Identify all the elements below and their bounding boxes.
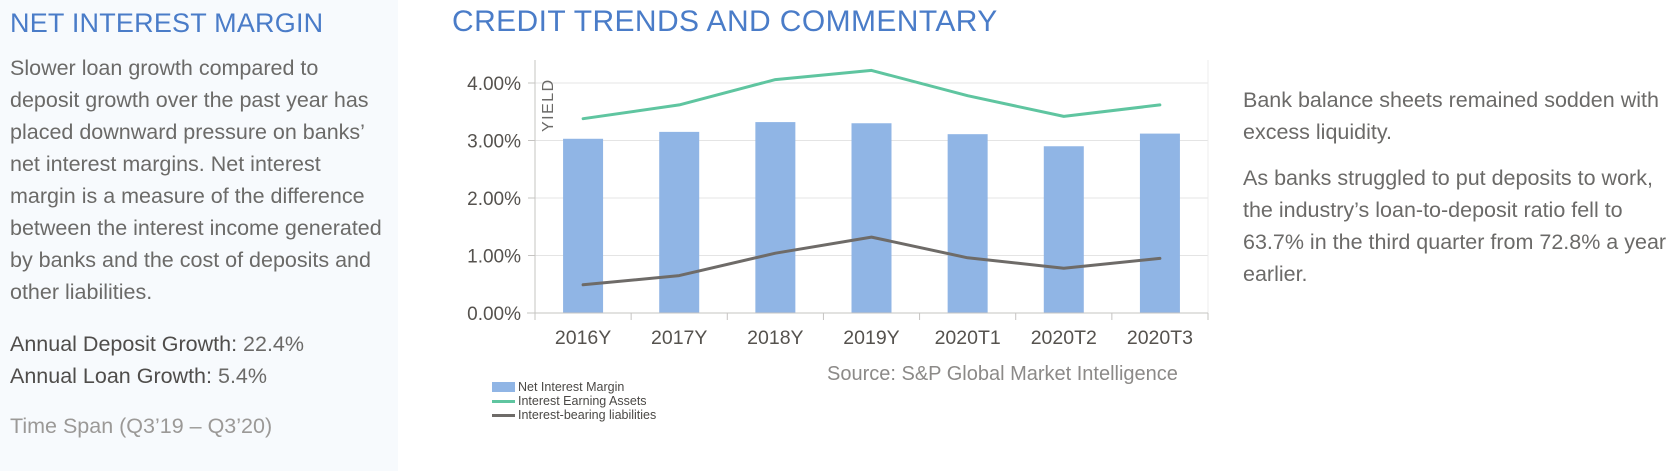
stat-value: 22.4%: [243, 332, 305, 356]
y-tick-label: 0.00%: [467, 304, 521, 325]
panel-body-text: Slower loan growth compared to deposit g…: [10, 56, 382, 304]
x-tick-label: 2018Y: [747, 327, 803, 349]
commentary-panel: Bank balance sheets remained sodden with…: [1243, 84, 1677, 290]
net-interest-margin-panel: NET INTEREST MARGIN Slower loan growth c…: [0, 0, 398, 471]
commentary-paragraph: Bank balance sheets remained sodden with…: [1243, 88, 1659, 144]
chart-legend: Net Interest Margin Interest Earning Asse…: [492, 380, 656, 422]
legend-label: Interest-bearing liabilities: [518, 408, 657, 422]
bar-2017Y: [659, 131, 700, 313]
legend-item-interest-bearing-liabilities: Interest-bearing liabilities: [492, 408, 656, 422]
line-interest-bearing-liabilities: [581, 235, 1162, 287]
x-tick-label: 2020T2: [1031, 327, 1097, 349]
section-title: CREDIT TRENDS AND COMMENTARY: [452, 5, 998, 38]
bar-2020T2: [1043, 146, 1084, 313]
growth-stats: Annual Deposit Growth: 22.4% Annual Loan…: [10, 328, 388, 392]
panel-title: NET INTEREST MARGIN: [10, 8, 324, 38]
x-tick-label: 2017Y: [651, 327, 707, 349]
x-tick-label: 2020T1: [935, 327, 1001, 349]
bar-2016Y: [563, 138, 604, 313]
stat-loan-growth: Annual Loan Growth: 5.4%: [10, 360, 388, 392]
source-attribution: Source: S&P Global Market Intelligence: [827, 363, 1178, 385]
x-tick-label: 2019Y: [843, 327, 899, 349]
stat-value: 5.4%: [217, 364, 267, 388]
legend-item-interest-earning-assets: Interest Earning Assets: [492, 394, 656, 408]
legend-label: Net Interest Margin: [518, 380, 625, 394]
y-tick-label: 3.00%: [467, 132, 521, 153]
x-tick-label: 2020T3: [1127, 327, 1193, 349]
legend-line-swatch-icon: [492, 413, 515, 417]
stat-label: Annual Loan Growth:: [10, 364, 212, 388]
legend-label: Interest Earning Assets: [518, 394, 647, 408]
y-axis-title: YIELD: [540, 78, 557, 132]
bar-2020T1: [947, 134, 988, 313]
y-tick-label: 2.00%: [467, 189, 521, 210]
bar-2019Y: [851, 123, 892, 313]
credit-trends-chart: 0.00% 1.00% 2.00% 3.00% 4.00% 2016Y 2017Y 2018Y…: [467, 60, 1209, 349]
bar-2018Y: [755, 122, 796, 313]
y-tick-label: 1.00%: [467, 247, 521, 268]
y-tick-label: 4.00%: [467, 74, 521, 95]
legend-line-swatch-icon: [492, 399, 515, 403]
bar-2020T3: [1139, 133, 1180, 313]
legend-item-net-interest-margin: Net Interest Margin: [492, 380, 656, 394]
stat-deposit-growth: Annual Deposit Growth: 22.4%: [10, 328, 388, 360]
stat-label: Annual Deposit Growth:: [10, 332, 238, 356]
line-interest-earning-assets: [581, 68, 1162, 121]
commentary-paragraph: As banks struggled to put deposits to wo…: [1243, 166, 1667, 286]
time-span-note: Time Span (Q3’19 – Q3’20): [10, 414, 273, 438]
x-tick-label: 2016Y: [555, 327, 611, 349]
legend-bar-swatch-icon: [492, 382, 515, 392]
